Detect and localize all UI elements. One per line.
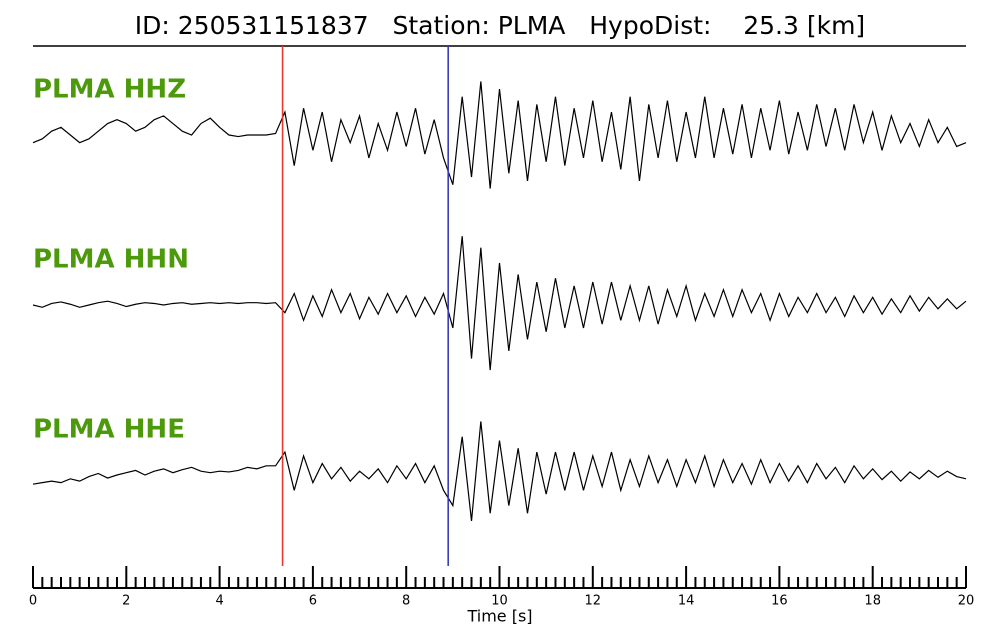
waveform — [32, 421, 967, 521]
waveform — [32, 81, 967, 189]
trace-label: PLMA HHN — [33, 245, 189, 275]
x-tick-label: 14 — [678, 594, 695, 609]
x-tick-label: 20 — [958, 594, 975, 609]
waveform — [32, 236, 967, 371]
trace-label: PLMA HHZ — [33, 75, 186, 105]
x-tick-label: 8 — [402, 594, 410, 609]
x-tick-label: 4 — [215, 594, 223, 609]
x-tick-label: 16 — [771, 594, 788, 609]
x-axis-label: Time [s] — [466, 607, 532, 626]
x-tick-label: 2 — [122, 594, 130, 609]
trace-label: PLMA HHE — [33, 415, 185, 445]
chart-title: ID: 250531151837 Station: PLMA HypoDist:… — [135, 11, 865, 40]
x-tick-label: 12 — [585, 594, 602, 609]
x-tick-label: 18 — [864, 594, 881, 609]
x-tick-label: 6 — [309, 594, 317, 609]
x-tick-label: 0 — [29, 594, 37, 609]
x-tick-label: 10 — [491, 594, 508, 609]
